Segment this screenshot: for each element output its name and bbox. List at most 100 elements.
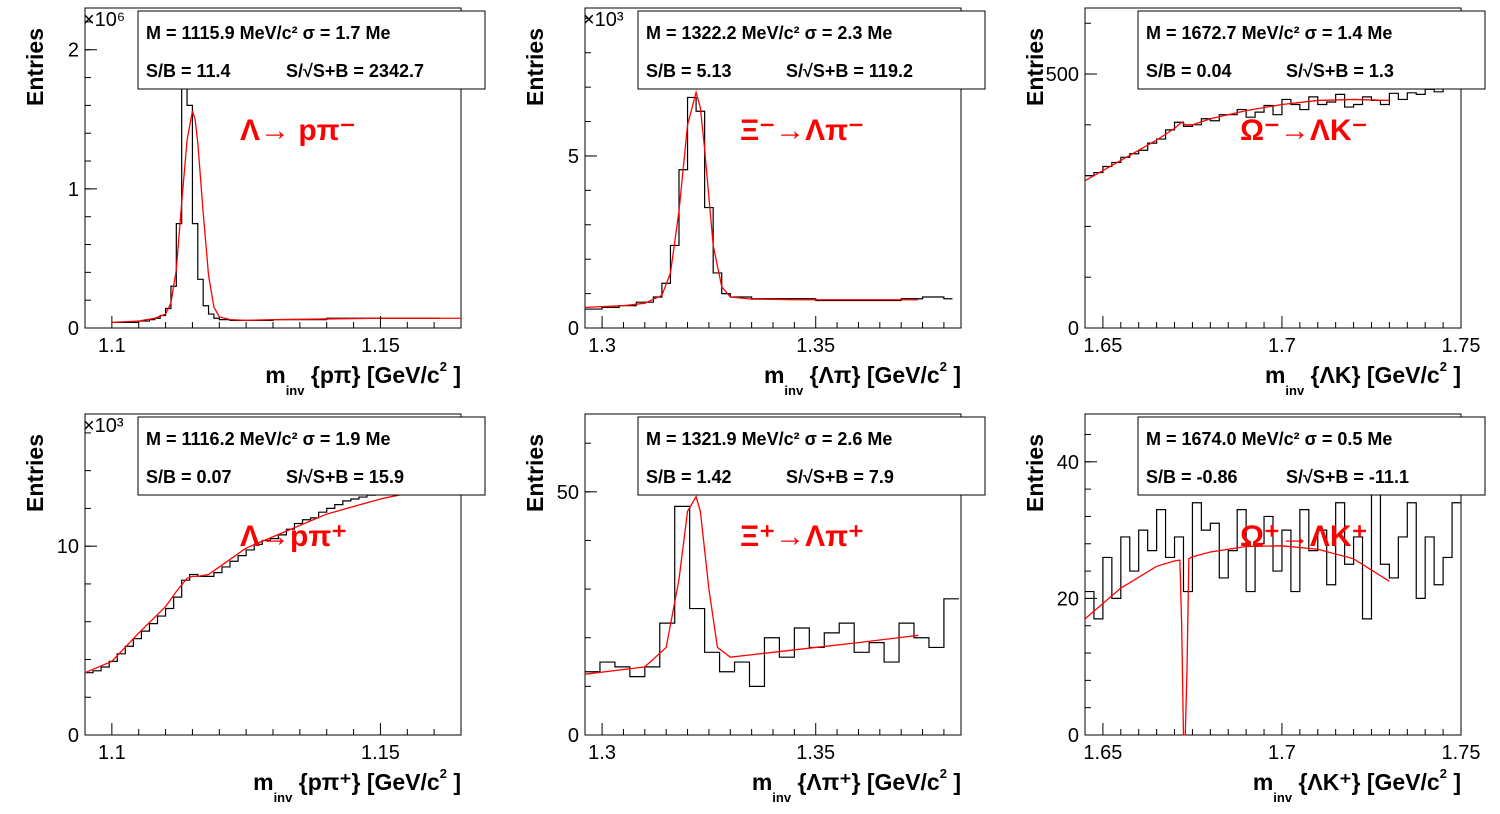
x-label-sup: 2 (1440, 359, 1447, 374)
x-label-sub: inv (1273, 790, 1293, 805)
x-axis-label: minv {pπ} [GeV/c2 ] (265, 359, 461, 398)
y-axis-label: Entries (1022, 434, 1048, 512)
x-label-sup: 2 (440, 766, 447, 781)
y-axis-label: Entries (22, 28, 48, 106)
stat-mass-sigma: M = 1116.2 MeV/c² σ = 1.9 Me (146, 429, 390, 449)
x-axis-label: minv {Λπ} [GeV/c2 ] (764, 359, 961, 398)
y-multiplier: ×10⁶ (83, 9, 125, 31)
x-tick-label: 1.3 (588, 742, 616, 764)
x-label-rest: {pπ⁺} [GeV/c (292, 769, 440, 795)
fit-curve (1084, 98, 1390, 182)
x-tick-label: 1.65 (1083, 742, 1122, 764)
x-tick-label: 1.35 (796, 335, 835, 357)
stat-mass-sigma: M = 1321.9 MeV/c² σ = 2.6 Me (646, 429, 892, 449)
stat-signal-background: S/B = 5.13 (646, 61, 732, 81)
x-tick-label: 1.75 (1442, 742, 1481, 764)
y-tick-label: 0 (568, 318, 579, 340)
stat-box (137, 10, 486, 90)
stat-mass-sigma: M = 1674.0 MeV/c² σ = 0.5 Me (1146, 429, 1392, 449)
y-tick-label: 1 (68, 179, 79, 201)
y-tick-label: 20 (1057, 588, 1079, 610)
x-axis-label: minv {Λπ⁺} [GeV/c2 ] (752, 766, 961, 805)
x-axis-label: minv {ΛK⁺} [GeV/c2 ] (1253, 766, 1461, 805)
x-tick-label: 1.7 (1268, 742, 1296, 764)
y-axis-label: Entries (522, 434, 548, 512)
x-label-sub: inv (286, 383, 306, 398)
x-label-main: m (253, 769, 273, 795)
y-tick-label: 50 (557, 482, 579, 504)
x-axis-label: minv {pπ⁺} [GeV/c2 ] (253, 766, 461, 805)
x-label-end: ] (947, 769, 961, 795)
x-label-sup: 2 (940, 766, 947, 781)
fit-curve (1084, 545, 1390, 736)
x-label-main: m (1253, 769, 1273, 795)
fit-curve (111, 110, 461, 324)
y-axis-label: Entries (1022, 28, 1048, 106)
decay-channel-label: Λ→pπ⁺ (240, 520, 347, 553)
stat-significance: S/√S+B = 7.9 (786, 467, 894, 487)
x-tick-label: 1.15 (361, 335, 400, 357)
decay-channel-label: Ω⁻→ΛK⁻ (1240, 114, 1367, 147)
x-label-sup: 2 (440, 359, 447, 374)
x-label-end: ] (447, 362, 461, 388)
y-axis-label: Entries (22, 434, 48, 512)
stat-box (1137, 416, 1486, 496)
chart-panel-2: 1.3 1.35 0 5 ×10³ Entries minv {Λπ} [GeV/c2 ] M… (522, 7, 986, 398)
x-tick-label: 1.35 (796, 742, 835, 764)
decay-channel-label: Λ→ pπ⁻ (240, 114, 355, 147)
x-tick-label: 1.15 (361, 742, 400, 764)
stat-box (137, 416, 486, 496)
decay-channel-label: Ξ⁺→Λπ⁺ (740, 520, 864, 553)
x-label-sup: 2 (1440, 766, 1447, 781)
x-tick-label: 1.1 (98, 742, 126, 764)
x-label-main: m (764, 362, 784, 388)
stat-signal-background: S/B = 0.04 (1146, 61, 1232, 81)
x-label-rest: {pπ} [GeV/c (304, 362, 439, 388)
y-multiplier: ×10³ (583, 9, 624, 31)
stat-significance: S/√S+B = -11.1 (1286, 467, 1409, 487)
histogram-series (585, 96, 953, 310)
y-tick-label: 10 (57, 536, 79, 558)
y-tick-label: 0 (1068, 725, 1079, 747)
stat-significance: S/√S+B = 119.2 (786, 61, 913, 81)
fit-curve (84, 492, 408, 674)
plot-frame (1084, 413, 1462, 736)
stat-mass-sigma: M = 1115.9 MeV/c² σ = 1.7 Me (146, 23, 390, 43)
decay-channel-label: Ξ⁻→Λπ⁻ (740, 114, 864, 147)
y-tick-label: 0 (568, 725, 579, 747)
x-tick-label: 1.3 (588, 335, 616, 357)
y-tick-label: 5 (568, 146, 579, 168)
x-label-end: ] (947, 362, 961, 388)
stat-signal-background: S/B = -0.86 (1146, 467, 1238, 487)
stat-signal-background: S/B = 0.07 (146, 467, 232, 487)
x-label-end: ] (1447, 362, 1461, 388)
y-tick-label: 40 (1057, 452, 1079, 474)
stat-significance: S/√S+B = 2342.7 (286, 61, 424, 81)
stat-mass-sigma: M = 1672.7 MeV/c² σ = 1.4 Me (1146, 23, 1392, 43)
x-label-sup: 2 (940, 359, 947, 374)
y-tick-label: 0 (1068, 318, 1079, 340)
histogram-series (585, 505, 959, 687)
y-tick-label: 0 (68, 318, 79, 340)
y-tick-label: 2 (68, 40, 79, 62)
x-label-main: m (265, 362, 285, 388)
x-label-end: ] (1447, 769, 1461, 795)
x-label-end: ] (447, 769, 461, 795)
x-label-main: m (1265, 362, 1285, 388)
histogram-series (85, 479, 456, 674)
stat-box (637, 416, 986, 496)
x-label-main: m (752, 769, 772, 795)
decay-channel-label: Ω⁺→ΛK⁺ (1240, 520, 1367, 553)
x-axis-label: minv {ΛK} [GeV/c2 ] (1265, 359, 1461, 398)
y-axis-label: Entries (522, 28, 548, 106)
stat-signal-background: S/B = 11.4 (146, 61, 231, 81)
y-tick-label: 0 (68, 725, 79, 747)
stat-mass-sigma: M = 1322.2 MeV/c² σ = 2.3 Me (646, 23, 892, 43)
chart-panel-5: 1.3 1.35 0 50 Entries minv {Λπ⁺} [GeV/c2 ] M =… (522, 413, 986, 805)
plot-frame (1084, 7, 1462, 329)
fit-curve (584, 89, 919, 309)
x-label-rest: {Λπ⁺} [GeV/c (791, 769, 940, 795)
